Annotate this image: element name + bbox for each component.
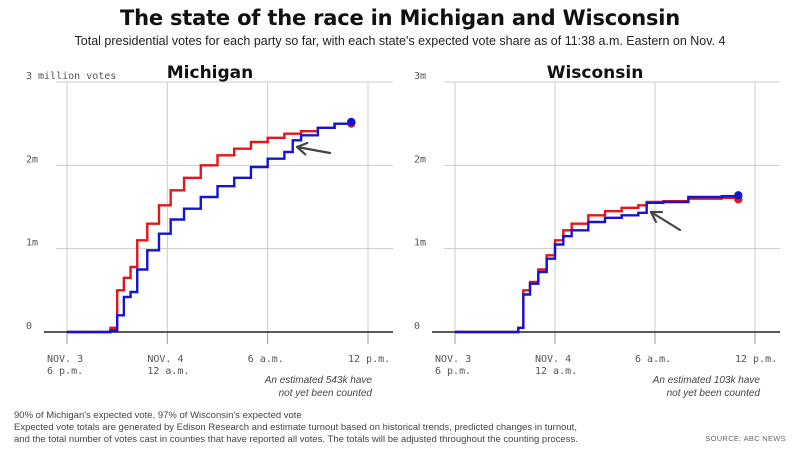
chart-2-ytick-label: 2m xyxy=(414,154,426,165)
chart-1-note-line-1: An estimated 543k have xyxy=(264,375,373,386)
chart-2-ytick-label: 0 xyxy=(414,321,420,332)
chart-1-xtick-label: 6 p.m. xyxy=(47,366,83,377)
footer-notes: 90% of Michigan's expected vote, 97% of … xyxy=(14,410,714,446)
chart-1-xtick-label: NOV. 3 xyxy=(47,354,83,365)
chart-1-xtick-label: 12 a.m. xyxy=(147,366,189,377)
chart-2-xtick-label: 6 a.m. xyxy=(635,354,671,365)
chart-2-note-line-1: An estimated 103k have xyxy=(652,375,761,386)
chart-1-ytick-label: 2m xyxy=(26,154,38,165)
chart-1-dem-endpoint xyxy=(347,117,356,127)
chart-2-xtick-label: NOV. 3 xyxy=(435,354,471,365)
chart-1-dem-line xyxy=(67,122,353,334)
chart-1-title: Michigan xyxy=(167,63,254,83)
chart-2-rep-line xyxy=(455,196,739,334)
chart-1-xtick-label: 6 a.m. xyxy=(248,354,284,365)
chart-1-ytick-label: 3 million votes xyxy=(26,71,116,82)
chart-1-xtick-label: 12 p.m. xyxy=(348,354,390,365)
chart-2-dem-endpoint xyxy=(734,191,743,200)
chart-2-note-line-2: not yet been counted xyxy=(667,388,761,399)
chart-1-rep-line xyxy=(67,122,353,334)
chart-1-xtick-label: NOV. 4 xyxy=(147,354,183,365)
chart-2-xtick-label: 12 a.m. xyxy=(535,366,577,377)
footer-line-1: 90% of Michigan's expected vote, 97% of … xyxy=(14,410,302,421)
chart-1-arrow-head-icon xyxy=(295,141,309,156)
chart-2-title: Wisconsin xyxy=(547,63,644,83)
chart-1-ytick-label: 0 xyxy=(26,321,32,332)
footer-line-2: Expected vote totals are generated by Ed… xyxy=(14,422,577,433)
page-title: The state of the race in Michigan and Wi… xyxy=(119,6,681,30)
chart-2-arrow-head-icon xyxy=(649,210,664,223)
chart-2-ytick-label: 1m xyxy=(414,238,426,249)
chart-1-arrow-icon xyxy=(295,145,332,155)
chart-2-arrow-icon xyxy=(649,210,682,232)
chart-2-xtick-label: 12 p.m. xyxy=(735,354,777,365)
chart-2-xtick-label: NOV. 4 xyxy=(535,354,571,365)
footer-line-3: and the total number of votes cast in co… xyxy=(14,434,578,445)
chart-2-dem-line xyxy=(455,194,740,334)
source-credit: SOURCE: ABC NEWS xyxy=(705,434,786,443)
page-subtitle: Total presidential votes for each party … xyxy=(74,34,726,48)
chart-2-xtick-label: 6 p.m. xyxy=(435,366,471,377)
chart-1-ytick-label: 1m xyxy=(26,238,38,249)
chart-1-note-line-2: not yet been counted xyxy=(279,388,373,399)
chart-2-ytick-label: 3m xyxy=(414,71,426,82)
